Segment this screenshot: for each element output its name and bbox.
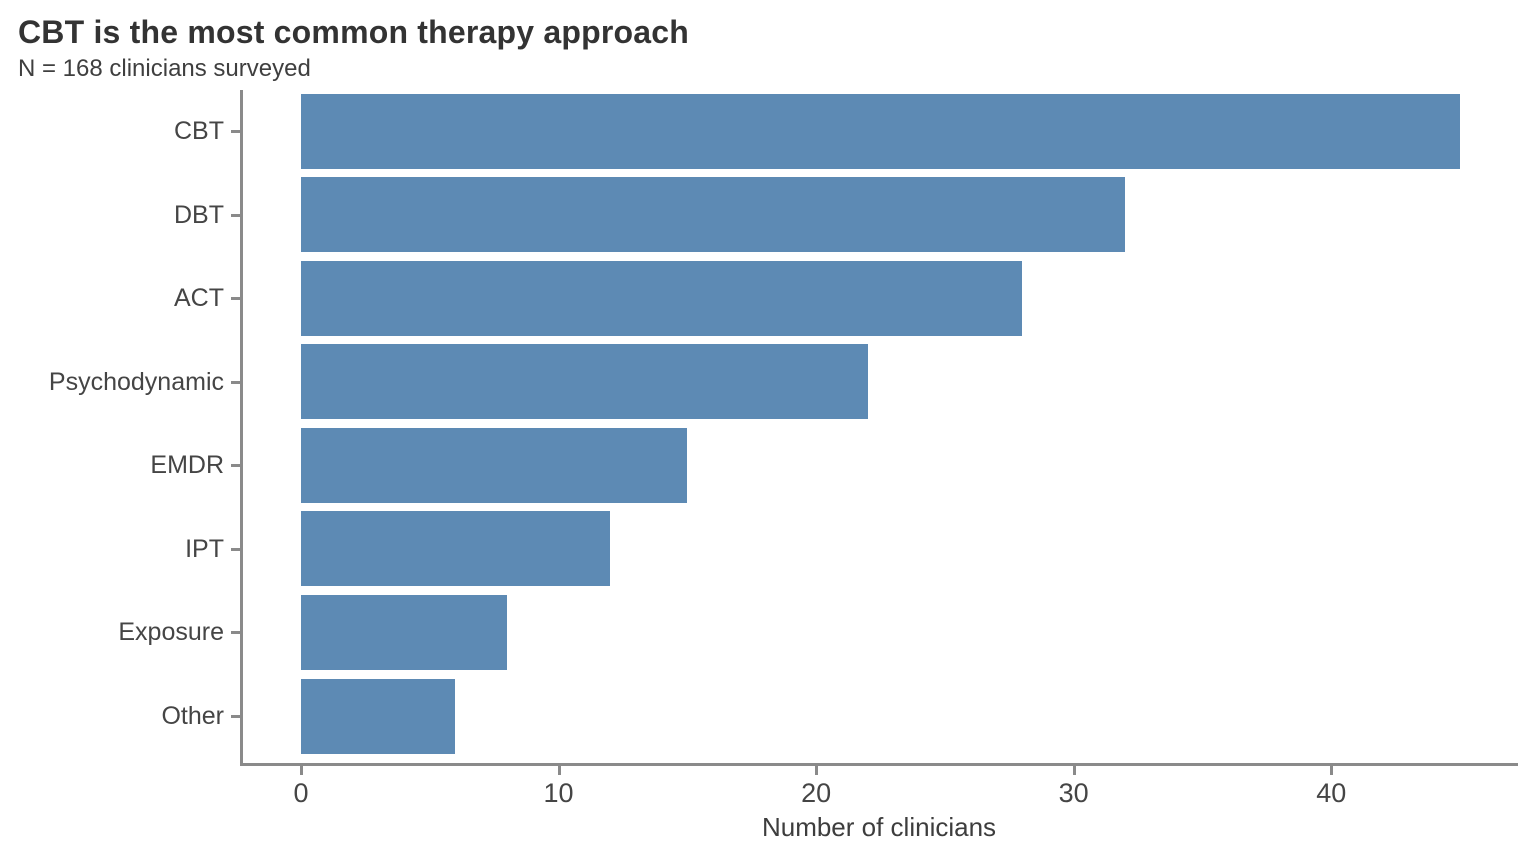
- y-tick: [231, 464, 240, 468]
- y-axis-label: Other: [161, 702, 224, 730]
- y-axis-label: EMDR: [150, 451, 224, 480]
- bar-emdr: [300, 427, 688, 503]
- x-axis-title: Number of clinicians: [761, 812, 997, 842]
- bar-psychodynamic: [300, 344, 868, 420]
- y-axis-label: IPT: [185, 534, 224, 563]
- x-tick-label: 0: [293, 778, 309, 808]
- x-tick-label: 10: [543, 778, 574, 808]
- x-tick: [815, 766, 819, 775]
- bar-ipt: [300, 511, 611, 587]
- y-axis-label: Psychodynamic: [48, 367, 224, 396]
- y-axis-label: ACT: [174, 284, 224, 313]
- bar-act: [300, 260, 1023, 336]
- x-tick: [299, 766, 303, 775]
- chart-title: CBT is the most common therapy approach: [18, 14, 690, 50]
- y-axis-label: CBT: [174, 117, 224, 145]
- y-axis-label: DBT: [174, 200, 224, 229]
- x-tick-label: 20: [801, 778, 832, 808]
- bar-cbt: [300, 93, 1461, 169]
- bar-exposure: [300, 594, 507, 670]
- y-tick: [231, 547, 240, 551]
- x-tick: [1330, 766, 1334, 775]
- plot-panel: [240, 90, 1518, 766]
- chart-subtitle: N = 168 clinicians surveyed: [18, 55, 311, 82]
- x-tick-label: 30: [1058, 778, 1089, 808]
- y-tick: [231, 297, 240, 301]
- x-tick: [557, 766, 561, 775]
- y-tick: [231, 631, 240, 635]
- y-tick: [231, 380, 240, 384]
- x-tick: [1072, 766, 1076, 775]
- y-tick: [231, 213, 240, 217]
- y-tick: [231, 130, 240, 133]
- y-tick: [231, 715, 240, 718]
- bar-other: [300, 678, 456, 754]
- y-axis-label: Exposure: [118, 618, 224, 647]
- x-tick-label: 40: [1316, 778, 1347, 808]
- bar-dbt: [300, 177, 1126, 253]
